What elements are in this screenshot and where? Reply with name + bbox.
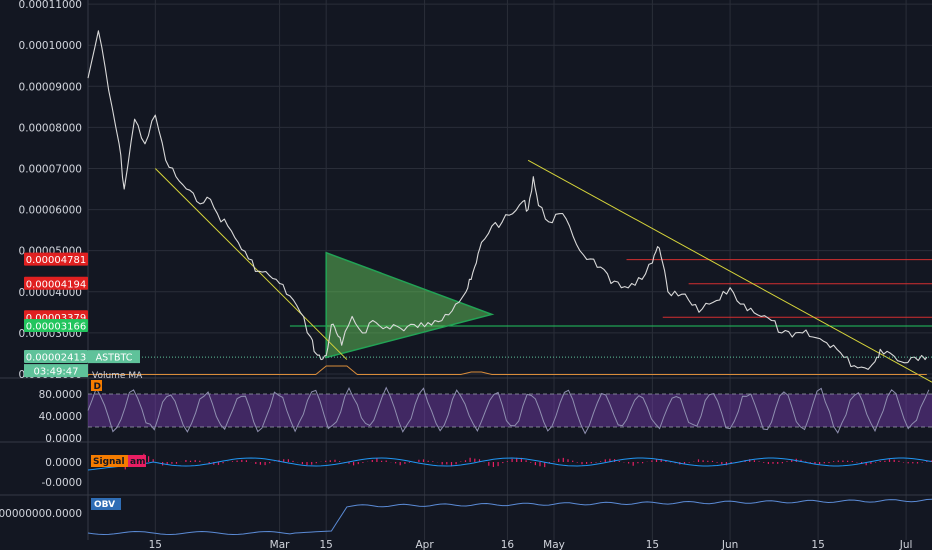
stoch-label: D	[94, 382, 101, 392]
obv-label-tag[interactable]: OBV	[91, 498, 121, 510]
time-axis-label: May	[543, 539, 565, 550]
price-tag: 0.00004781	[24, 252, 88, 266]
time-axis-label: Apr	[415, 539, 434, 550]
price-tag-bg	[24, 319, 88, 333]
price-line	[87, 30, 928, 370]
price-tag: 0.00003166	[24, 319, 88, 333]
price-tag-bg	[24, 252, 88, 266]
stoch-line	[87, 386, 930, 435]
time-axis-label: 15	[646, 539, 659, 550]
stoch-axis-label: 80.0000	[39, 389, 82, 401]
macd-extra-bg	[128, 455, 146, 467]
price-axis-label: 0.00011000	[19, 0, 82, 11]
obv-pane[interactable]: 100000000.0000 OBV	[0, 498, 932, 536]
countdown-text: 03:49:47	[34, 367, 79, 378]
volume-ma-line	[87, 365, 927, 376]
time-axis-label: 15	[319, 539, 332, 550]
drawing-tools[interactable]	[154, 159, 932, 383]
volume-pane: Volume MA	[87, 365, 927, 381]
time-axis-label: Jun	[721, 539, 738, 550]
volume-ma-label: Volume MA	[92, 371, 143, 381]
time-axis-label: Mar	[270, 539, 290, 550]
price-tag: 0.00004194	[24, 276, 88, 290]
price-axis-label: 0.00008000	[19, 122, 82, 134]
price-axis-label: 0.00007000	[19, 163, 82, 175]
price-series	[87, 30, 932, 370]
macd-line	[87, 457, 932, 471]
macd-signal-bg	[91, 455, 128, 467]
time-axis-label: Jul	[899, 539, 913, 550]
obv-axis-label: 100000000.0000	[0, 508, 82, 520]
symbol-tag-bg	[88, 350, 140, 364]
macd-extra-label: am	[130, 457, 145, 467]
triangle-pattern[interactable]	[325, 251, 495, 359]
price-tags: 0.00004781 0.00004194 0.000033790.00003166…	[24, 252, 140, 378]
symbol-tag-text: ASTBTC	[96, 353, 133, 364]
price-tag-text: 0.00003379	[26, 313, 86, 324]
price-tag-bg	[24, 349, 88, 363]
stoch-axis-label: 40.0000	[39, 411, 82, 423]
macd-axis-label: -0.0000	[41, 477, 82, 489]
stoch-axis-label: 0.0000	[45, 433, 82, 445]
macd-pane[interactable]: 0.0000 -0.0000 Signal am	[41, 453, 932, 489]
price-tag: 0.00002413	[24, 349, 88, 363]
time-axis-label: 16	[501, 539, 515, 550]
time-axis[interactable]: 15 Mar 15 Apr 16 May 15 Jun 15 Jul	[149, 539, 913, 550]
trendline[interactable]	[154, 168, 348, 360]
stoch-pane[interactable]: 80.0000 40.0000 0.0000 D	[39, 380, 932, 445]
price-tag-text: 0.00004781	[26, 255, 86, 266]
price-tag-text: 0.00003166	[26, 322, 86, 333]
price-axis-label: 0.00010000	[19, 40, 82, 52]
obv-line	[87, 498, 932, 536]
stoch-band	[88, 394, 932, 427]
price-tag-text: 0.00002413	[26, 352, 86, 363]
price-axis-label: 0.00006000	[19, 205, 82, 217]
stoch-label-tag[interactable]: D	[91, 380, 102, 392]
countdown-bg	[24, 364, 88, 378]
price-axis-label: 0.00009000	[19, 81, 82, 93]
macd-label-tag[interactable]: Signal am	[91, 455, 146, 467]
macd-axis-label: 0.0000	[45, 457, 82, 469]
obv-label: OBV	[94, 500, 115, 510]
symbol-tag: ASTBTC	[88, 350, 140, 364]
trendline[interactable]	[527, 159, 932, 383]
time-axis-label: 15	[811, 539, 824, 550]
obv-label-bg	[91, 498, 121, 510]
macd-signal-label: Signal	[93, 457, 125, 467]
price-tag-text: 0.00004194	[26, 279, 86, 290]
time-axis-label: 15	[149, 539, 162, 550]
stoch-label-bg	[91, 380, 102, 391]
countdown-tag: 03:49:47	[24, 364, 88, 378]
price-tag-bg	[24, 276, 88, 290]
